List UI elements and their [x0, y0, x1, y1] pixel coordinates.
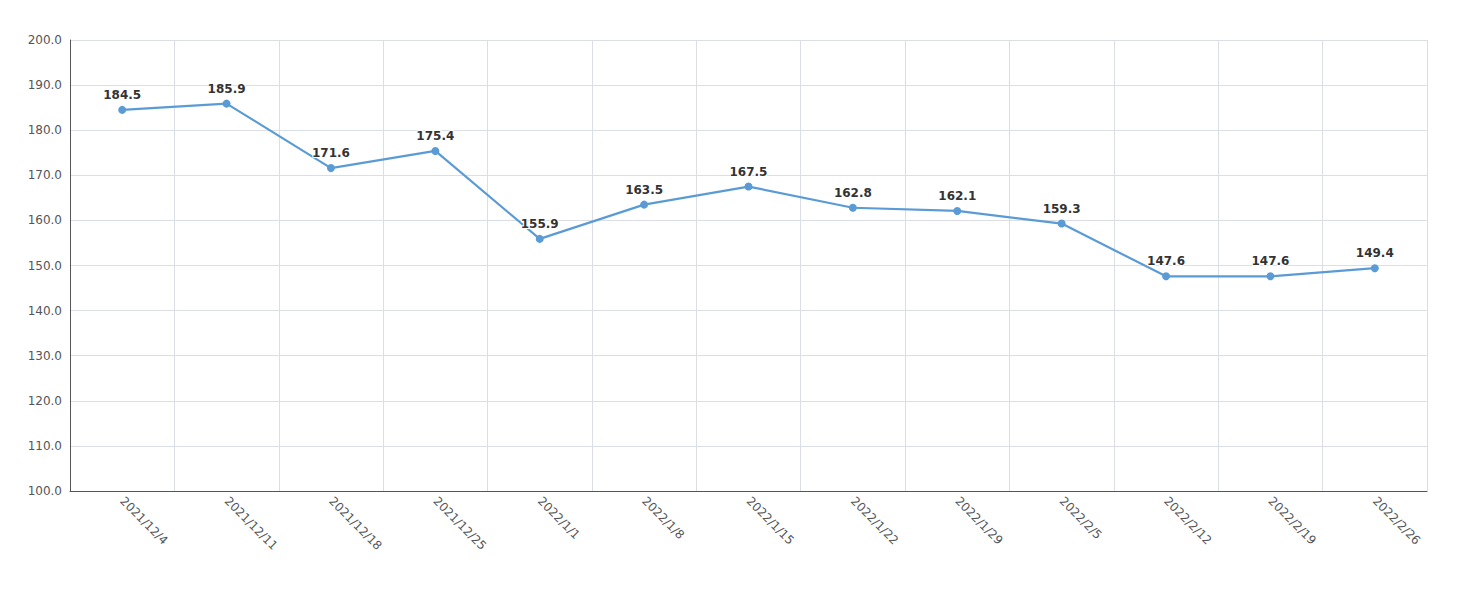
svg-text:160.0: 160.0	[28, 213, 62, 227]
svg-text:2021/12/4: 2021/12/4	[117, 494, 170, 547]
svg-text:2022/1/22: 2022/1/22	[848, 494, 901, 547]
svg-text:185.9: 185.9	[208, 82, 246, 96]
svg-text:2022/1/29: 2022/1/29	[952, 494, 1005, 547]
svg-text:2022/2/12: 2022/2/12	[1161, 494, 1214, 547]
svg-text:2021/12/11: 2021/12/11	[222, 494, 281, 553]
svg-text:147.6: 147.6	[1147, 254, 1185, 268]
svg-text:2022/2/5: 2022/2/5	[1057, 494, 1105, 542]
svg-text:171.6: 171.6	[312, 146, 350, 160]
svg-text:2022/2/19: 2022/2/19	[1265, 494, 1318, 547]
svg-text:149.4: 149.4	[1356, 246, 1394, 260]
svg-text:2022/1/1: 2022/1/1	[535, 494, 583, 542]
svg-text:2021/12/25: 2021/12/25	[430, 494, 489, 553]
svg-text:155.9: 155.9	[521, 217, 559, 231]
svg-text:2022/1/8: 2022/1/8	[639, 494, 687, 542]
svg-text:2022/2/26: 2022/2/26	[1370, 494, 1423, 547]
svg-text:2022/1/15: 2022/1/15	[744, 494, 797, 547]
svg-text:2021/12/18: 2021/12/18	[326, 494, 385, 553]
svg-text:110.0: 110.0	[28, 439, 62, 453]
svg-text:150.0: 150.0	[28, 259, 62, 273]
svg-text:140.0: 140.0	[28, 304, 62, 318]
svg-text:200.0: 200.0	[28, 33, 62, 47]
svg-text:100.0: 100.0	[28, 484, 62, 498]
svg-text:184.5: 184.5	[103, 88, 141, 102]
svg-text:147.6: 147.6	[1251, 254, 1289, 268]
svg-text:162.1: 162.1	[938, 189, 976, 203]
svg-text:130.0: 130.0	[28, 349, 62, 363]
svg-text:120.0: 120.0	[28, 394, 62, 408]
svg-text:175.4: 175.4	[416, 129, 454, 143]
svg-text:162.8: 162.8	[834, 186, 872, 200]
svg-text:159.3: 159.3	[1043, 202, 1081, 216]
svg-text:167.5: 167.5	[730, 165, 768, 179]
svg-text:190.0: 190.0	[28, 78, 62, 92]
svg-text:170.0: 170.0	[28, 168, 62, 182]
svg-text:180.0: 180.0	[28, 123, 62, 137]
svg-text:163.5: 163.5	[625, 183, 663, 197]
